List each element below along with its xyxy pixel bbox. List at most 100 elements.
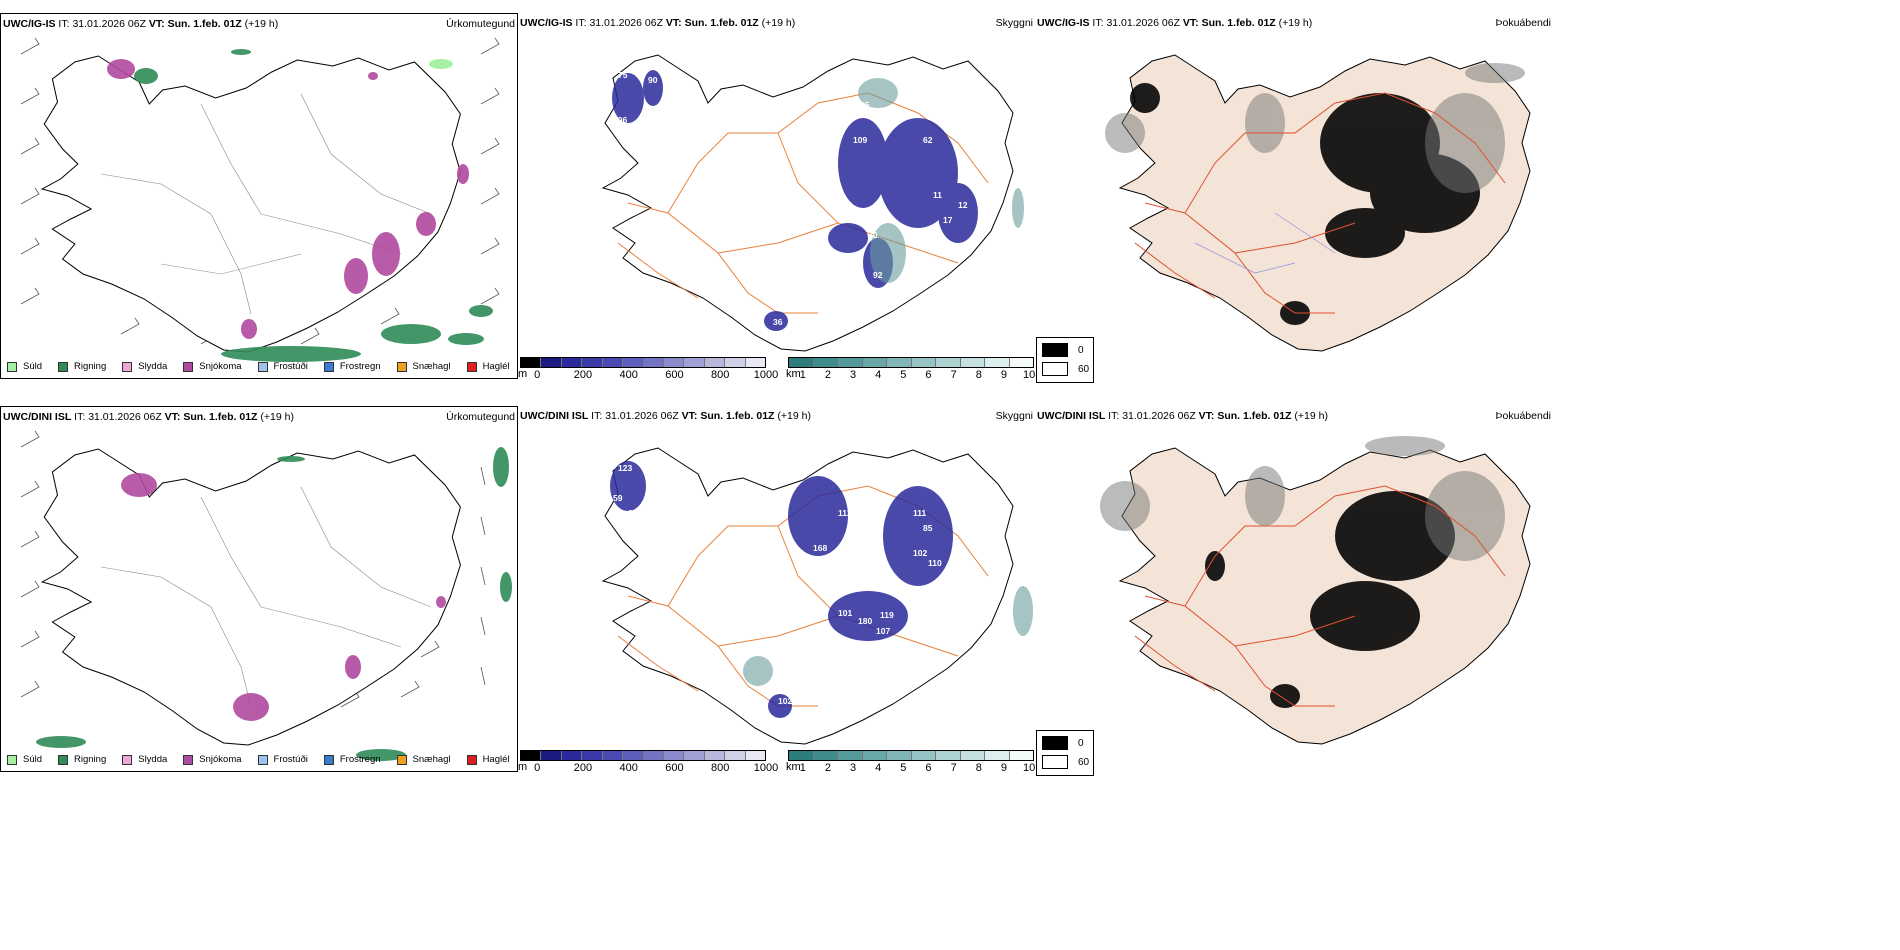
- legend-label: Snjókoma: [199, 754, 242, 765]
- cloudbase-value-label: 107: [876, 626, 890, 636]
- colorbar-unit: km: [786, 761, 801, 772]
- colorbar-segment: [838, 358, 863, 367]
- colorbar-strip: [520, 750, 766, 761]
- cloudbase-value-label: 123: [618, 463, 632, 473]
- cloudbase-value-label: 37: [668, 95, 678, 105]
- legend-label: Haglél: [482, 754, 510, 765]
- colorbar-ticks: 1 2 3 4 5 6 7 8 9 10: [788, 762, 1035, 772]
- colorbar-segment: [960, 751, 985, 760]
- legend-label: Slydda: [138, 361, 168, 372]
- colorbar-tick: 800: [711, 762, 730, 772]
- colorbar-segment: [813, 751, 838, 760]
- cloudbase-value-label: 106: [613, 115, 627, 125]
- cloud-mid: [858, 78, 1024, 283]
- colorbar-segment: [985, 358, 1010, 367]
- fog-map: [1105, 54, 1531, 352]
- legend-label: Snæhagl: [412, 754, 451, 765]
- cloudbase-value-label: 109: [853, 135, 867, 145]
- colorbar-strip: [520, 357, 766, 368]
- legend-item: Frostúði: [257, 361, 308, 372]
- legend-item: Snæhagl: [396, 754, 451, 765]
- cloudbase-value-label: 92: [873, 270, 883, 280]
- colorbar-tick: 9: [1000, 762, 1007, 772]
- colorbar-tick: 400: [619, 369, 638, 379]
- colorbar-tick: 8: [975, 369, 982, 379]
- precip-panel-top: UWC/IG-IS IT: 31.01.2026 06Z VT: Sun. 1.…: [0, 13, 518, 379]
- legend-label: Súld: [23, 754, 43, 765]
- cloudbase-value-label: 12: [868, 643, 878, 653]
- legend-swatch: [396, 754, 407, 765]
- cloudbase-value-label: 103: [973, 155, 987, 165]
- fog-legend-row: 0: [1042, 736, 1084, 750]
- cloud-panel-top: 75 90 37 106 87 85 29 113 109 96 70 92 77 36 62 17 11 12 1…: [518, 13, 1035, 379]
- fog-legend-swatch: [1042, 362, 1068, 376]
- fog-dark: [1205, 491, 1455, 708]
- colorbar-segment: [684, 751, 705, 760]
- colorbar-segment: [541, 358, 562, 367]
- legend-swatch: [466, 361, 477, 372]
- legend-label: Frostregn: [339, 361, 381, 372]
- roads: [100, 93, 432, 315]
- colorbar-tick: 3: [849, 369, 857, 379]
- cloudbase-value-label: 102: [778, 696, 792, 706]
- fog-dark: [1130, 83, 1480, 325]
- precip-rain: [134, 49, 493, 362]
- precip-title: Úrkomutegund: [446, 411, 515, 423]
- fog-header: UWC/IG-IS IT: 31.01.2026 06Z VT: Sun. 1.…: [1037, 17, 1313, 29]
- legend-label: Slydda: [138, 754, 168, 765]
- cloudbase-value-label: 70: [868, 230, 878, 240]
- colorbar-segment: [887, 751, 912, 760]
- colorbar-tick: 0: [534, 762, 541, 772]
- colorbar-tick: 3: [849, 762, 857, 772]
- colorbar-ticks: 0 200 400 600 800 1000: [520, 369, 778, 379]
- cloudbase-value-label: 85: [860, 100, 870, 110]
- cloud-header: UWC/IG-IS IT: 31.01.2026 06Z VT: Sun. 1.…: [520, 17, 796, 29]
- colorbar-segment: [887, 358, 912, 367]
- legend-swatch: [7, 754, 17, 765]
- colorbar-tick: 2: [824, 762, 831, 772]
- colorbar-segment: [521, 751, 542, 760]
- wind-barbs: [20, 430, 486, 708]
- legend-label: Snjókoma: [199, 361, 242, 372]
- legend-swatch: [257, 754, 268, 765]
- colorbar-segment: [862, 358, 887, 367]
- colorbar-segment: [1009, 358, 1033, 367]
- colorbar-tick: 6: [925, 762, 932, 772]
- colorbar-segment: [602, 751, 624, 760]
- colorbar-segment: [623, 751, 644, 760]
- colorbar-tick: 10: [1022, 369, 1035, 379]
- colorbar-segment: [789, 358, 814, 367]
- colorbar-tick: 4: [875, 762, 882, 772]
- cloudbase-value-label: 113: [828, 130, 842, 140]
- legend-item: Frostúði: [257, 754, 308, 765]
- colorbar-tick: 5: [900, 369, 907, 379]
- cloudbase-value-label: 97: [923, 598, 933, 608]
- colorbar-tick: 800: [711, 369, 730, 379]
- colorbar-segment: [745, 358, 766, 367]
- colorbar-segment: [960, 358, 985, 367]
- colorbar-tick: 1: [799, 369, 806, 379]
- precip-legend: Súld Rigning Slydda Snjókoma Frostúði Frostre…: [7, 361, 510, 372]
- legend-swatch: [183, 754, 194, 765]
- legend-label: Rigning: [74, 754, 107, 765]
- cloudbase-colorbar: m 0 200 400 600 800 1000: [518, 357, 778, 379]
- cloudbase-colorbar: m 0 200 400 600 800 1000: [518, 750, 778, 772]
- colorbar-segment: [602, 358, 624, 367]
- colorbar-tick: 400: [619, 762, 638, 772]
- colorbar-tick: 200: [573, 369, 593, 379]
- fog-legend-swatch: [1042, 343, 1068, 357]
- cloudbase-value-label: 111: [913, 508, 927, 518]
- precip-legend: Súld Rigning Slydda Snjókoma Frostúði Frostre…: [7, 754, 510, 765]
- colorbar-ticks: 0 200 400 600 800 1000: [520, 762, 778, 772]
- legend-item: Slydda: [122, 754, 167, 765]
- colorbar-segment: [582, 358, 603, 367]
- legend-item: Haglél: [466, 754, 510, 765]
- fog-grey: [1105, 63, 1525, 193]
- visibility-colorbar: km 1 2 3 4 5 6 7 8 9 10: [786, 750, 1035, 772]
- colorbar-segment: [838, 751, 863, 760]
- fog-legend-value: 0: [1078, 344, 1084, 356]
- colorbar-segment: [789, 751, 814, 760]
- fog-legend-row: 60: [1042, 362, 1089, 376]
- legend-swatch: [257, 361, 268, 372]
- fog-legend-bottom: 0 60: [1036, 730, 1094, 776]
